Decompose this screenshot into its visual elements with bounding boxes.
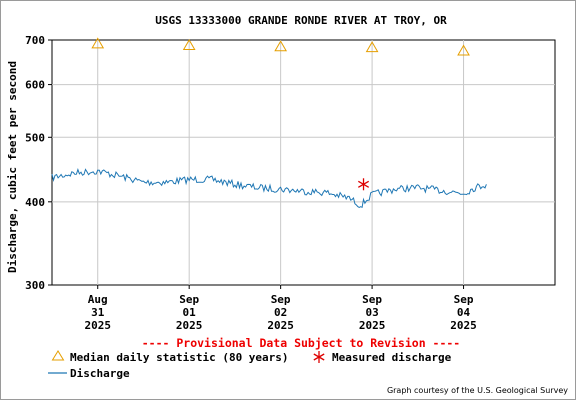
legend-triangle-icon bbox=[51, 350, 65, 361]
x-tick-label: 03 bbox=[365, 306, 378, 319]
x-tick-label: 2025 bbox=[267, 319, 294, 332]
x-tick-label: Sep bbox=[454, 293, 474, 306]
legend-label-median: Median daily statistic (80 years) bbox=[70, 351, 289, 364]
y-tick-label: 400 bbox=[25, 196, 45, 209]
x-tick-label: 2025 bbox=[359, 319, 386, 332]
x-tick-label: Sep bbox=[362, 293, 382, 306]
y-axis-ticks: 300 400 500 600 700 bbox=[25, 34, 52, 292]
legend: Median daily statistic (80 years) Measur… bbox=[48, 350, 452, 380]
x-tick-label: 01 bbox=[183, 306, 197, 319]
y-tick-label: 500 bbox=[25, 131, 45, 144]
y-tick-label: 300 bbox=[25, 279, 45, 292]
x-tick-label: Sep bbox=[179, 293, 199, 306]
y-axis-label: Discharge, cubic feet per second bbox=[6, 61, 19, 273]
legend-asterisk-icon bbox=[313, 351, 325, 363]
median-marker bbox=[274, 40, 288, 52]
grid bbox=[52, 40, 555, 285]
median-marker bbox=[457, 44, 470, 56]
median-marker bbox=[91, 37, 105, 49]
y-tick-label: 600 bbox=[25, 79, 45, 92]
median-marker bbox=[182, 39, 196, 50]
plot-area bbox=[51, 39, 556, 286]
graph-credit: Graph courtesy of the U.S. Geological Su… bbox=[387, 386, 568, 395]
x-tick-label: 2025 bbox=[176, 319, 203, 332]
legend-label-measured: Measured discharge bbox=[332, 351, 452, 364]
measured-marker bbox=[357, 178, 370, 191]
series-layer bbox=[51, 37, 487, 209]
chart-title: USGS 13333000 GRANDE RONDE RIVER AT TROY… bbox=[155, 14, 447, 27]
x-tick-label: 02 bbox=[274, 306, 287, 319]
y-tick-label: 700 bbox=[25, 34, 45, 47]
median-marker bbox=[365, 41, 379, 53]
x-tick-label: 04 bbox=[457, 306, 471, 319]
discharge-line bbox=[51, 168, 487, 209]
x-tick-label: 31 bbox=[91, 306, 105, 319]
measured-marker-stroke bbox=[357, 180, 370, 188]
legend-label-discharge: Discharge bbox=[70, 367, 130, 380]
x-tick-label: 2025 bbox=[450, 319, 477, 332]
provisional-notice: ---- Provisional Data Subject to Revisio… bbox=[142, 336, 461, 350]
x-tick-label: 2025 bbox=[84, 319, 111, 332]
x-tick-label: Sep bbox=[271, 293, 291, 306]
x-tick-label: Aug bbox=[88, 293, 108, 306]
x-axis-ticks: Aug312025Sep012025Sep022025Sep032025Sep0… bbox=[84, 285, 477, 332]
